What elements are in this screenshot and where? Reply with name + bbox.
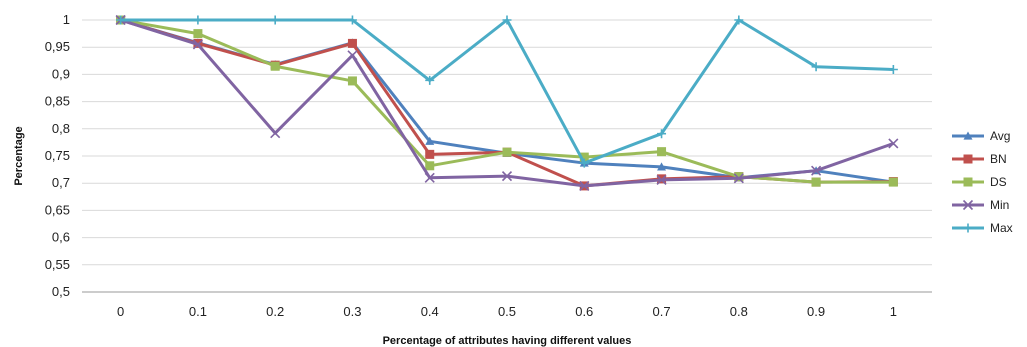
data-point [964,155,973,164]
y-tick-label: 0,65 [45,202,70,217]
data-point [271,16,280,25]
series-min [116,16,898,191]
data-point [889,178,898,187]
x-tick-label: 0.5 [498,304,516,319]
x-tick-label: 0.4 [421,304,439,319]
data-point [889,65,898,74]
data-point [271,129,280,138]
y-tick-label: 0,6 [52,230,70,245]
data-point [193,16,202,25]
y-tick-label: 0,75 [45,148,70,163]
y-axis-title: Percentage [13,126,25,185]
x-axis-ticks: 0 0.1 0.2 0.3 0.4 0.5 0.6 0.7 0.8 0.9 1 [117,304,897,319]
y-tick-label: 0,55 [45,257,70,272]
legend-item-min: Min [952,198,1009,212]
data-point [425,161,434,170]
data-point [193,29,202,38]
y-tick-label: 0,85 [45,94,70,109]
x-tick-label: 0.3 [343,304,361,319]
x-tick-label: 0.7 [653,304,671,319]
x-tick-label: 0.8 [730,304,748,319]
legend-label: Max [990,221,1013,235]
series-line [121,20,894,163]
legend-label: BN [990,152,1007,166]
data-point [348,51,357,60]
legend-item-bn: BN [952,152,1007,166]
legend-label: DS [990,175,1007,189]
data-point [812,178,821,187]
y-tick-label: 0,7 [52,175,70,190]
data-point [425,150,434,159]
y-tick-label: 0,8 [52,121,70,136]
series-bn [116,16,898,191]
legend-label: Avg [990,129,1010,143]
legend-item-avg: Avg [952,129,1010,143]
data-point [503,148,512,157]
x-tick-label: 0.2 [266,304,284,319]
x-tick-label: 0.6 [575,304,593,319]
x-tick-label: 1 [890,304,897,319]
x-tick-label: 0 [117,304,124,319]
legend: Avg BN DS Min Max [952,129,1013,235]
y-axis-ticks: 0,5 0,55 0,6 0,65 0,7 0,75 0,8 0,85 0,9 0,95 1 [45,12,70,299]
legend-label: Min [990,198,1009,212]
legend-item-ds: DS [952,175,1007,189]
series-group [116,16,898,191]
data-point [657,147,666,156]
data-point [348,76,357,85]
data-point [271,62,280,71]
legend-item-max: Max [952,221,1013,235]
x-axis-title: Percentage of attributes having differen… [383,335,632,347]
x-tick-label: 0.1 [189,304,207,319]
data-point [348,39,357,48]
y-tick-label: 0,95 [45,39,70,54]
series-ds [116,16,898,187]
y-tick-label: 1 [63,12,70,27]
series-avg [116,16,898,186]
y-tick-label: 0,9 [52,66,70,81]
data-point [964,178,973,187]
x-tick-label: 0.9 [807,304,825,319]
series-max [116,16,898,168]
data-point [964,224,973,233]
y-tick-label: 0,5 [52,284,70,299]
